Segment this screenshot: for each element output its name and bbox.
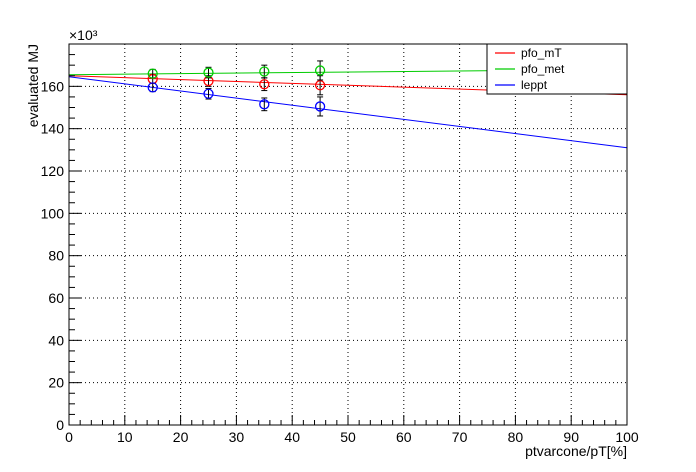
data-point-pfo-met [259, 66, 270, 77]
y-tick-label: 80 [48, 248, 64, 264]
data-point-leppt [147, 82, 158, 93]
x-tick-label: 50 [340, 429, 356, 445]
legend-label-pfo-mT: pfo_mT [521, 46, 562, 60]
data-point-pfo-met [314, 65, 326, 76]
data-markers [147, 60, 326, 117]
data-point-leppt [259, 99, 270, 110]
grid [69, 44, 627, 425]
y-tick-label: 120 [41, 163, 65, 179]
data-point-pfo-mT [259, 79, 270, 90]
x-tick-label: 60 [396, 429, 412, 445]
x-tick-label: 0 [65, 429, 73, 445]
x-tick-label: 20 [173, 429, 189, 445]
x-axis-title: ptvarcone/pT[%] [525, 443, 627, 459]
y-tick-label: 60 [48, 290, 64, 306]
x-tick-label: 100 [615, 429, 639, 445]
x-tick-label: 10 [117, 429, 133, 445]
x-tick-label: 70 [452, 429, 468, 445]
x-tick-label: 90 [563, 429, 579, 445]
data-point-pfo-met [203, 67, 214, 78]
data-point-leppt [203, 88, 214, 99]
y-tick-label: 100 [41, 205, 65, 221]
fit-line-leppt [68, 76, 628, 149]
data-point-leppt [314, 101, 326, 112]
data-point-pfo-mT [314, 80, 326, 91]
y-tick-label: 40 [48, 332, 64, 348]
y-tick-label: 160 [41, 78, 65, 94]
y-axis-title: evaluated MJ [25, 44, 41, 127]
data-point-pfo-met [147, 68, 158, 79]
axes: 0 10 20 30 40 50 60 70 80 90 100 0 20 40 60 80 100 120 140… [41, 43, 639, 445]
y-tick-label: 20 [48, 375, 64, 391]
y-tick-label: 140 [41, 121, 65, 137]
x-tick-label: 40 [284, 429, 300, 445]
legend-label-pfo-met: pfo_met [521, 62, 565, 76]
y-axis-multiplier: ×10³ [69, 27, 98, 43]
legend-label-leppt: leppt [521, 78, 548, 92]
x-tick-label: 80 [508, 429, 524, 445]
y-tick-label: 0 [56, 417, 64, 433]
x-tick-label: 30 [229, 429, 245, 445]
